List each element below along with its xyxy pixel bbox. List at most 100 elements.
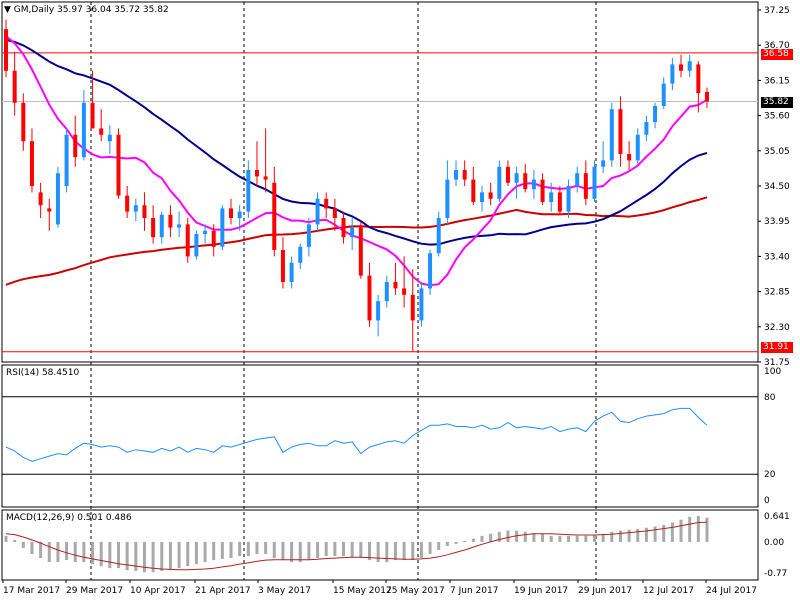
candle-body	[254, 170, 259, 177]
menu-triangle-icon[interactable]: ▼	[4, 5, 11, 15]
bear-candle	[47, 198, 52, 231]
macd-bar	[627, 529, 631, 542]
macd-bar	[688, 516, 692, 542]
bull-candle	[653, 102, 658, 129]
price-tick-label: 36.15	[764, 76, 790, 86]
candle-body	[644, 122, 649, 135]
macd-bar	[480, 535, 484, 542]
bear-candle	[90, 70, 95, 129]
macd-bar	[419, 541, 423, 559]
bull-candle	[107, 125, 112, 154]
bear-candle	[254, 141, 259, 186]
candle-body	[246, 170, 251, 212]
candle-body	[116, 134, 121, 196]
candle-body	[384, 282, 389, 302]
bull-candle	[220, 205, 225, 250]
candle-body	[454, 170, 459, 180]
macd-bar	[264, 541, 268, 555]
macd-bar	[584, 535, 588, 542]
candle-body	[428, 253, 433, 289]
price-tick-label: 35.05	[764, 147, 790, 157]
candle-body	[627, 154, 632, 161]
macd-bar	[13, 539, 17, 542]
candle-body	[350, 227, 355, 238]
bull-candle	[479, 186, 484, 212]
macd-bar	[39, 541, 43, 559]
candle-body	[159, 214, 164, 238]
candle-body	[133, 205, 138, 212]
bear-candle	[99, 109, 104, 142]
bull-candle	[133, 198, 138, 222]
candle-body	[280, 250, 285, 282]
bull-candle	[203, 224, 208, 244]
ma-mid-line	[5, 38, 708, 246]
macd-bar	[610, 531, 614, 542]
time-tick-label: 25 May 2017	[386, 586, 445, 596]
macd-bar	[316, 541, 320, 559]
bear-candle	[38, 182, 43, 218]
time-tick-label: 29 Mar 2017	[66, 586, 123, 596]
bull-candle	[670, 58, 675, 90]
bear-candle	[280, 237, 285, 289]
candle-body	[298, 246, 303, 263]
bear-candle	[540, 173, 545, 206]
macd-bar	[125, 541, 129, 571]
bull-candle	[159, 211, 164, 244]
candle-body	[21, 102, 26, 142]
bull-candle	[635, 128, 640, 164]
time-tick-label: 12 Jul 2017	[643, 586, 694, 596]
macd-bar	[333, 541, 337, 557]
bear-candle	[116, 128, 121, 199]
candle-body	[358, 227, 363, 276]
macd-bar	[168, 541, 172, 571]
bull-candle	[601, 141, 606, 174]
bear-candle	[627, 141, 632, 170]
candle-body	[107, 134, 112, 142]
macd-bar	[497, 531, 501, 542]
price-tick-label: 31.75	[764, 358, 790, 368]
bull-candle	[566, 179, 571, 218]
macd-bar	[705, 517, 709, 542]
bull-candle	[81, 90, 86, 161]
symbol-label: GM,Daily	[13, 5, 55, 15]
candle-body	[12, 70, 17, 103]
macd-tick-label: 0.641	[764, 512, 790, 522]
macd-bar	[402, 541, 406, 561]
macd-bar	[359, 541, 363, 559]
candle-body	[376, 301, 381, 321]
macd-bar	[65, 541, 69, 561]
macd-bar	[532, 533, 536, 542]
macd-bar	[342, 541, 346, 557]
bear-candle	[618, 96, 623, 167]
bull-candle	[497, 160, 502, 202]
candle-body	[203, 230, 208, 234]
current-price-tag: 35.82	[761, 97, 793, 108]
bull-candle	[454, 160, 459, 186]
macd-bar	[91, 541, 95, 565]
bear-candle	[4, 19, 8, 78]
candle-body	[687, 61, 692, 71]
bull-candle	[445, 160, 450, 225]
bull-candle	[289, 256, 294, 289]
bull-candle	[384, 275, 389, 308]
time-tick-label: 29 Jun 2017	[578, 586, 632, 596]
candle-body	[618, 109, 623, 154]
bull-candle	[428, 250, 433, 295]
macd-bar	[238, 541, 242, 557]
bear-candle	[358, 221, 363, 279]
candle-body	[523, 173, 528, 190]
macd-bar	[679, 519, 683, 542]
candle-body	[479, 192, 484, 202]
candle-body	[99, 128, 104, 135]
candle-body	[142, 205, 147, 218]
macd-bar	[411, 541, 415, 561]
macd-bar	[142, 541, 146, 573]
candle-body	[575, 173, 580, 186]
bear-candle	[151, 205, 156, 244]
candle-body	[341, 218, 346, 238]
candle-body	[505, 166, 510, 183]
time-axis: 17 Mar 2017 29 Mar 2017 10 Apr 2017 21 Apr …	[2, 580, 757, 596]
macd-bar	[463, 541, 467, 543]
macd-bar	[670, 522, 674, 542]
rsi-tick-label: 80	[764, 393, 776, 403]
